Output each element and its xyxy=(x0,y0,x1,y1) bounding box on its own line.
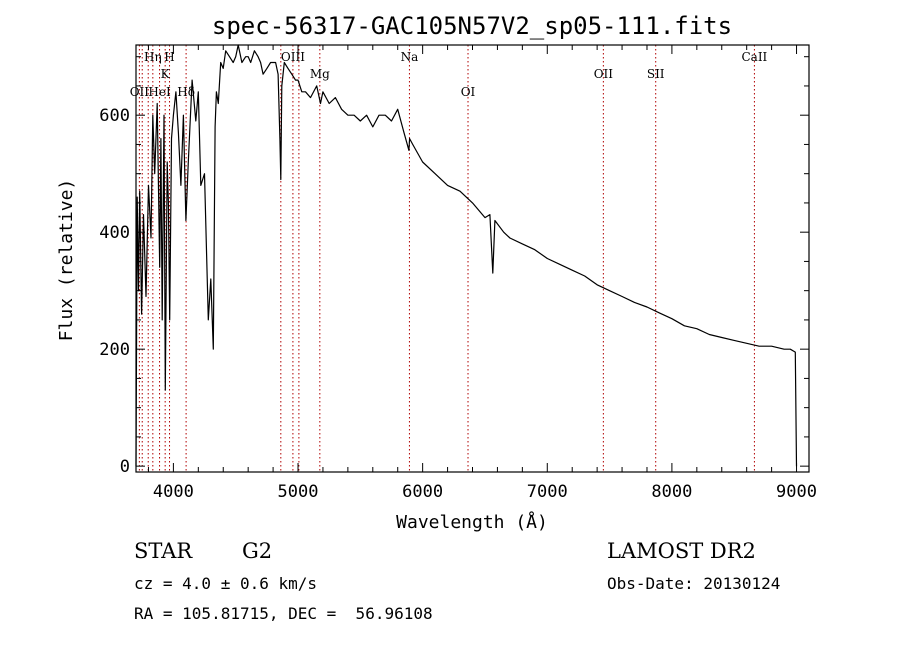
emission-line-markers xyxy=(138,45,755,472)
marker-label: HeI xyxy=(148,85,171,99)
x-axis: 4000 5000 6000 7000 8000 9000 xyxy=(147,45,817,502)
x-tick-label: 6000 xyxy=(402,482,443,502)
marker-label: H xyxy=(164,50,174,64)
y-axis: 0 200 400 600 xyxy=(99,56,809,477)
y-tick-label: 400 xyxy=(99,223,130,243)
marker-label: OI xyxy=(461,85,476,99)
x-tick-label: 8000 xyxy=(651,482,692,502)
marker-label: K xyxy=(161,67,171,81)
plot-frame xyxy=(135,44,810,473)
marker-label: SII xyxy=(647,67,665,81)
survey-name: LAMOST DR2 xyxy=(607,539,756,563)
spectrum-line xyxy=(135,44,798,467)
object-subclass: G2 xyxy=(242,539,273,563)
y-tick-label: 600 xyxy=(99,106,130,126)
chart-title: spec-56317-GAC105N57V2_sp05-111.fits xyxy=(212,12,732,40)
redshift-readout: cz = 4.0 ± 0.6 km/s xyxy=(134,574,318,593)
marker-label: Na xyxy=(401,50,419,64)
emission-line-labels: OII Hη HeI KH Hδ OIII Mg Na OI OII SII CaII xyxy=(130,50,768,99)
y-tick-label: 0 xyxy=(120,457,130,477)
marker-label: OII xyxy=(594,67,614,81)
marker-label: CaII xyxy=(741,50,767,64)
coordinates: RA = 105.81715, DEC = 56.96108 xyxy=(134,604,433,623)
x-tick-label: 5000 xyxy=(278,482,319,502)
marker-label: Hδ xyxy=(177,85,195,99)
obs-date: Obs-Date: 20130124 xyxy=(607,574,781,593)
x-axis-label: Wavelength (Å) xyxy=(396,511,548,533)
marker-label: OII xyxy=(130,85,150,99)
y-tick-label: 200 xyxy=(99,340,130,360)
marker-label: Hη xyxy=(144,50,162,64)
x-tick-label: 7000 xyxy=(527,482,568,502)
marker-label: Mg xyxy=(310,67,330,81)
x-tick-label: 9000 xyxy=(776,482,817,502)
marker-label: OIII xyxy=(281,50,305,64)
object-class: STAR xyxy=(134,539,193,563)
y-axis-label: Flux (relative) xyxy=(56,179,77,342)
x-tick-label: 4000 xyxy=(153,482,194,502)
